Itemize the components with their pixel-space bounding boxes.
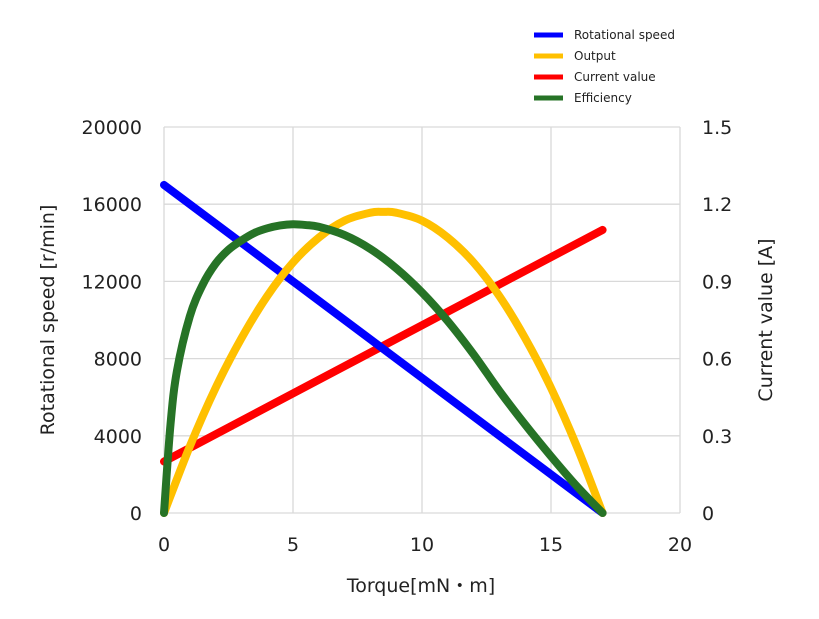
legend-label: Output — [574, 49, 616, 63]
legend-label: Efficiency — [574, 91, 632, 105]
legend-label: Current value — [574, 70, 656, 84]
y2-axis-title: Current value [A] — [755, 238, 777, 401]
legend-label: Rotational speed — [574, 28, 675, 42]
y-tick-label: 20000 — [82, 117, 142, 139]
series-line — [160, 180, 607, 517]
series-layer — [160, 180, 607, 517]
x-tick-label: 15 — [539, 534, 563, 556]
y-tick-label: 16000 — [82, 194, 142, 216]
x-tick-label: 5 — [287, 534, 299, 556]
y2-tick-label: 0.3 — [702, 426, 732, 448]
y2-tick-label: 0 — [702, 503, 714, 525]
y-axis-title: Rotational speed [r/min] — [37, 205, 59, 436]
x-axis-title: Torque[mN・m] — [346, 575, 495, 597]
series-line — [160, 207, 607, 517]
y2-tick-label: 1.5 — [702, 117, 732, 139]
y-tick-label: 12000 — [82, 271, 142, 293]
y2-tick-label: 0.6 — [702, 349, 732, 371]
y2-tick-label: 0.9 — [702, 271, 732, 293]
y-tick-label: 8000 — [94, 349, 142, 371]
series-line — [160, 220, 607, 517]
x-tick-label: 0 — [158, 534, 170, 556]
legend: Rotational speed Output Current value Effic… — [534, 28, 675, 105]
y2-tick-label: 1.2 — [702, 194, 732, 216]
x-tick-label: 10 — [410, 534, 434, 556]
y-tick-label: 4000 — [94, 426, 142, 448]
y-tick-label: 0 — [130, 503, 142, 525]
grid — [163, 126, 681, 514]
x-tick-label: 20 — [668, 534, 692, 556]
